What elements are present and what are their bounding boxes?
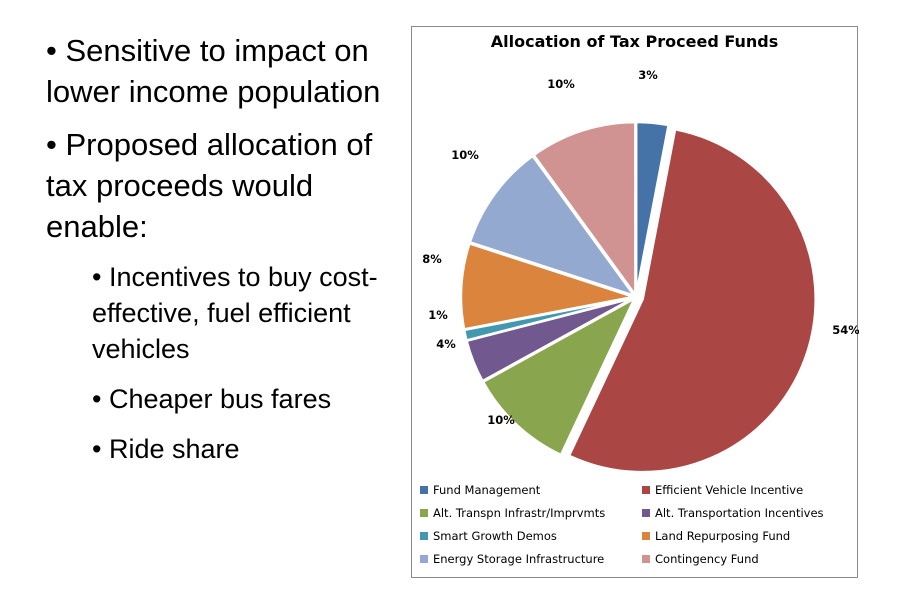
legend-item-alt-transpn-infrastr-imprvmts: Alt. Transpn Infrastr/Imprvmts <box>420 506 605 520</box>
sub-bullet-ride-share: • Ride share <box>92 434 240 464</box>
sub-bullet-incentives: • Incentives to buy cost-effective, fuel… <box>92 262 378 364</box>
legend-swatch <box>642 509 650 517</box>
pie-slice-alt-transpn-infrastr-imprvmts <box>481 295 638 457</box>
legend-item-alt-transportation-incentives: Alt. Transportation Incentives <box>642 506 824 520</box>
legend-label: Alt. Transportation Incentives <box>655 506 824 520</box>
legend-label: Fund Management <box>433 483 541 497</box>
legend-label: Contingency Fund <box>655 552 759 566</box>
legend-item-contingency-fund: Contingency Fund <box>642 552 759 566</box>
pie-slice-efficient-vehicle-incentive <box>567 127 817 474</box>
legend-swatch <box>420 509 428 517</box>
data-label-0: 3% <box>638 68 658 82</box>
pie-plot-area: 3% 54% 10% 4% 1% 8% 10% 10% <box>422 68 859 474</box>
data-label-3: 4% <box>436 337 456 351</box>
legend-swatch <box>420 486 428 494</box>
legend-item-fund-management: Fund Management <box>420 483 540 497</box>
chart-title: Allocation of Tax Proceed Funds <box>490 32 779 51</box>
data-label-1: 54% <box>832 323 859 337</box>
legend-label: Alt. Transpn Infrastr/Imprvmts <box>433 506 606 520</box>
legend-swatch <box>642 532 650 540</box>
pie-chart: Allocation of Tax Proceed Funds 3% 54% 10%… <box>411 26 859 578</box>
legend-item-energy-storage-infrastructure: Energy Storage Infrastructure <box>420 552 604 566</box>
data-label-4: 1% <box>428 308 448 322</box>
legend-item-land-repurposing-fund: Land Repurposing Fund <box>642 529 790 543</box>
legend-label: Land Repurposing Fund <box>655 529 791 543</box>
legend-swatch <box>420 532 428 540</box>
legend-swatch <box>642 486 650 494</box>
data-label-6: 10% <box>451 148 479 162</box>
legend-item-smart-growth-demos: Smart Growth Demos <box>420 529 557 543</box>
legend-item-efficient-vehicle-incentive: Efficient Vehicle Incentive <box>642 483 803 497</box>
legend-swatch <box>420 555 428 563</box>
sub-bullet-bus-fares: • Cheaper bus fares <box>92 384 332 414</box>
bullet-proposed-allocation: • Proposed allocation of tax proceeds wo… <box>46 127 373 244</box>
data-label-5: 8% <box>422 252 442 266</box>
data-label-2: 10% <box>487 413 515 427</box>
bullet-list: • Sensitive to impact on lower income po… <box>46 30 386 481</box>
bullet-sensitive: • Sensitive to impact on lower income po… <box>46 33 381 109</box>
legend-label: Smart Growth Demos <box>433 529 557 543</box>
pie-slice-energy-storage-infrastructure <box>468 154 638 299</box>
legend-label: Energy Storage Infrastructure <box>433 552 605 566</box>
legend-label: Efficient Vehicle Incentive <box>655 483 804 497</box>
pie-slice-contingency-fund <box>531 120 637 299</box>
legend-swatch <box>642 555 650 563</box>
data-label-7: 10% <box>547 77 575 91</box>
